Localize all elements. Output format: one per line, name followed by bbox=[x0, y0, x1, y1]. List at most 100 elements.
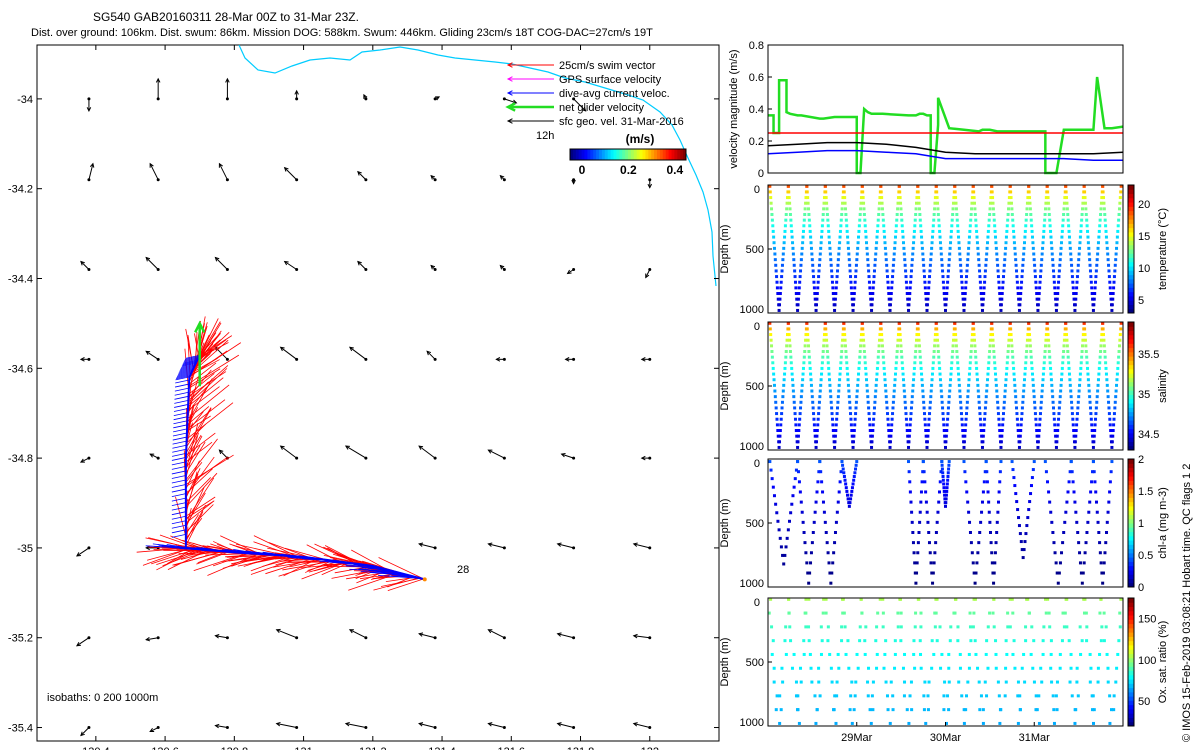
section-sample bbox=[839, 355, 843, 359]
section-sample bbox=[872, 412, 876, 416]
section-sample bbox=[935, 639, 939, 643]
section-sample bbox=[1092, 440, 1096, 444]
section-sample bbox=[898, 327, 902, 331]
section-sample bbox=[1024, 639, 1028, 643]
section-sample bbox=[953, 190, 957, 194]
section-sample bbox=[938, 241, 942, 245]
section-sample bbox=[899, 344, 903, 348]
section-sample bbox=[1066, 349, 1070, 353]
section-sample bbox=[846, 493, 850, 497]
section-sample bbox=[970, 333, 974, 337]
section-sample bbox=[879, 184, 883, 188]
section-sample bbox=[1062, 530, 1066, 534]
section-sample bbox=[1074, 429, 1078, 433]
section-sample bbox=[1023, 540, 1027, 544]
section-sample bbox=[1085, 224, 1089, 228]
section-sample bbox=[986, 490, 990, 494]
sfc-vector bbox=[499, 264, 505, 270]
dac-vector bbox=[173, 420, 188, 425]
section-sample bbox=[1014, 400, 1018, 404]
section-sample bbox=[916, 551, 920, 555]
sfc-vector bbox=[418, 722, 436, 729]
section-sample bbox=[867, 269, 871, 273]
section-colorbar-frame bbox=[1127, 184, 1135, 314]
section-sample bbox=[1112, 280, 1116, 284]
section-sample bbox=[1012, 476, 1016, 480]
section-sample bbox=[1037, 292, 1041, 296]
section-sample bbox=[934, 541, 938, 545]
section-sample bbox=[886, 417, 890, 421]
section-sample bbox=[810, 541, 814, 545]
section-sample bbox=[1029, 492, 1033, 496]
section-sample bbox=[814, 303, 818, 307]
sfc-vector bbox=[647, 179, 653, 189]
section-sample bbox=[972, 327, 976, 331]
section-sample bbox=[859, 207, 863, 211]
section-sample bbox=[792, 485, 796, 489]
section-sample bbox=[1067, 480, 1071, 484]
section-sample bbox=[1025, 344, 1029, 348]
section-sample bbox=[1060, 366, 1064, 370]
section-sample bbox=[774, 400, 778, 404]
section-sample bbox=[803, 541, 807, 545]
section-sample bbox=[1118, 196, 1122, 200]
sfc-vector bbox=[275, 628, 297, 639]
section-sample bbox=[973, 639, 977, 643]
section-sample bbox=[1063, 196, 1067, 200]
swim-vector bbox=[207, 553, 259, 576]
section-sample bbox=[866, 400, 870, 404]
section-sample bbox=[1027, 327, 1031, 331]
section-sample bbox=[1095, 258, 1099, 262]
section-sample bbox=[887, 429, 891, 433]
section-sample bbox=[1066, 490, 1070, 494]
section-sample bbox=[826, 355, 830, 359]
section-sample bbox=[998, 480, 1002, 484]
section-sample bbox=[913, 224, 917, 228]
section-sample bbox=[1073, 440, 1077, 444]
section-sample bbox=[806, 201, 810, 205]
section-sample bbox=[770, 207, 774, 211]
section-sample bbox=[1105, 378, 1109, 382]
section-sample bbox=[866, 694, 870, 698]
velocity-y-tick-label: 0 bbox=[758, 168, 764, 180]
section-sample bbox=[909, 412, 913, 416]
section-colorbar-cell bbox=[1128, 185, 1134, 190]
section-sample bbox=[1056, 429, 1060, 433]
section-sample bbox=[956, 639, 960, 643]
section-sample bbox=[1038, 286, 1042, 290]
section-sample bbox=[770, 344, 774, 348]
section-sample bbox=[1111, 297, 1115, 301]
section-sample bbox=[956, 224, 960, 228]
section-clabel: chl-a (mg m-3) bbox=[1157, 487, 1169, 559]
section-sample bbox=[843, 196, 847, 200]
section-sample bbox=[871, 286, 875, 290]
section-sample bbox=[843, 625, 847, 629]
dac-vector bbox=[171, 466, 186, 470]
section-sample bbox=[905, 708, 909, 712]
section-sample bbox=[775, 286, 779, 290]
section-sample bbox=[919, 229, 923, 233]
section-sample bbox=[959, 406, 963, 410]
section-sample bbox=[772, 383, 776, 387]
figure-subtitle: Dist. over ground: 106km. Dist. swum: 86… bbox=[31, 27, 653, 39]
section-sample bbox=[1106, 510, 1110, 514]
section-sample bbox=[914, 581, 918, 585]
section-sample bbox=[1115, 235, 1119, 239]
section-sample bbox=[914, 349, 918, 353]
section-sample bbox=[781, 258, 785, 262]
section-sample bbox=[1091, 297, 1095, 301]
section-sample bbox=[1076, 269, 1080, 273]
section-sample bbox=[767, 611, 771, 615]
dac-vector bbox=[174, 399, 189, 404]
section-sample bbox=[1076, 530, 1080, 534]
section-sample bbox=[901, 235, 905, 239]
section-sample bbox=[813, 292, 817, 296]
colorbar-cell bbox=[645, 149, 649, 160]
section-colorbar-cell bbox=[1128, 721, 1134, 727]
section-sample bbox=[1073, 500, 1077, 504]
section-sample bbox=[1006, 212, 1010, 216]
section-sample bbox=[821, 355, 825, 359]
section-sample bbox=[945, 486, 949, 490]
section-sample bbox=[917, 333, 921, 337]
